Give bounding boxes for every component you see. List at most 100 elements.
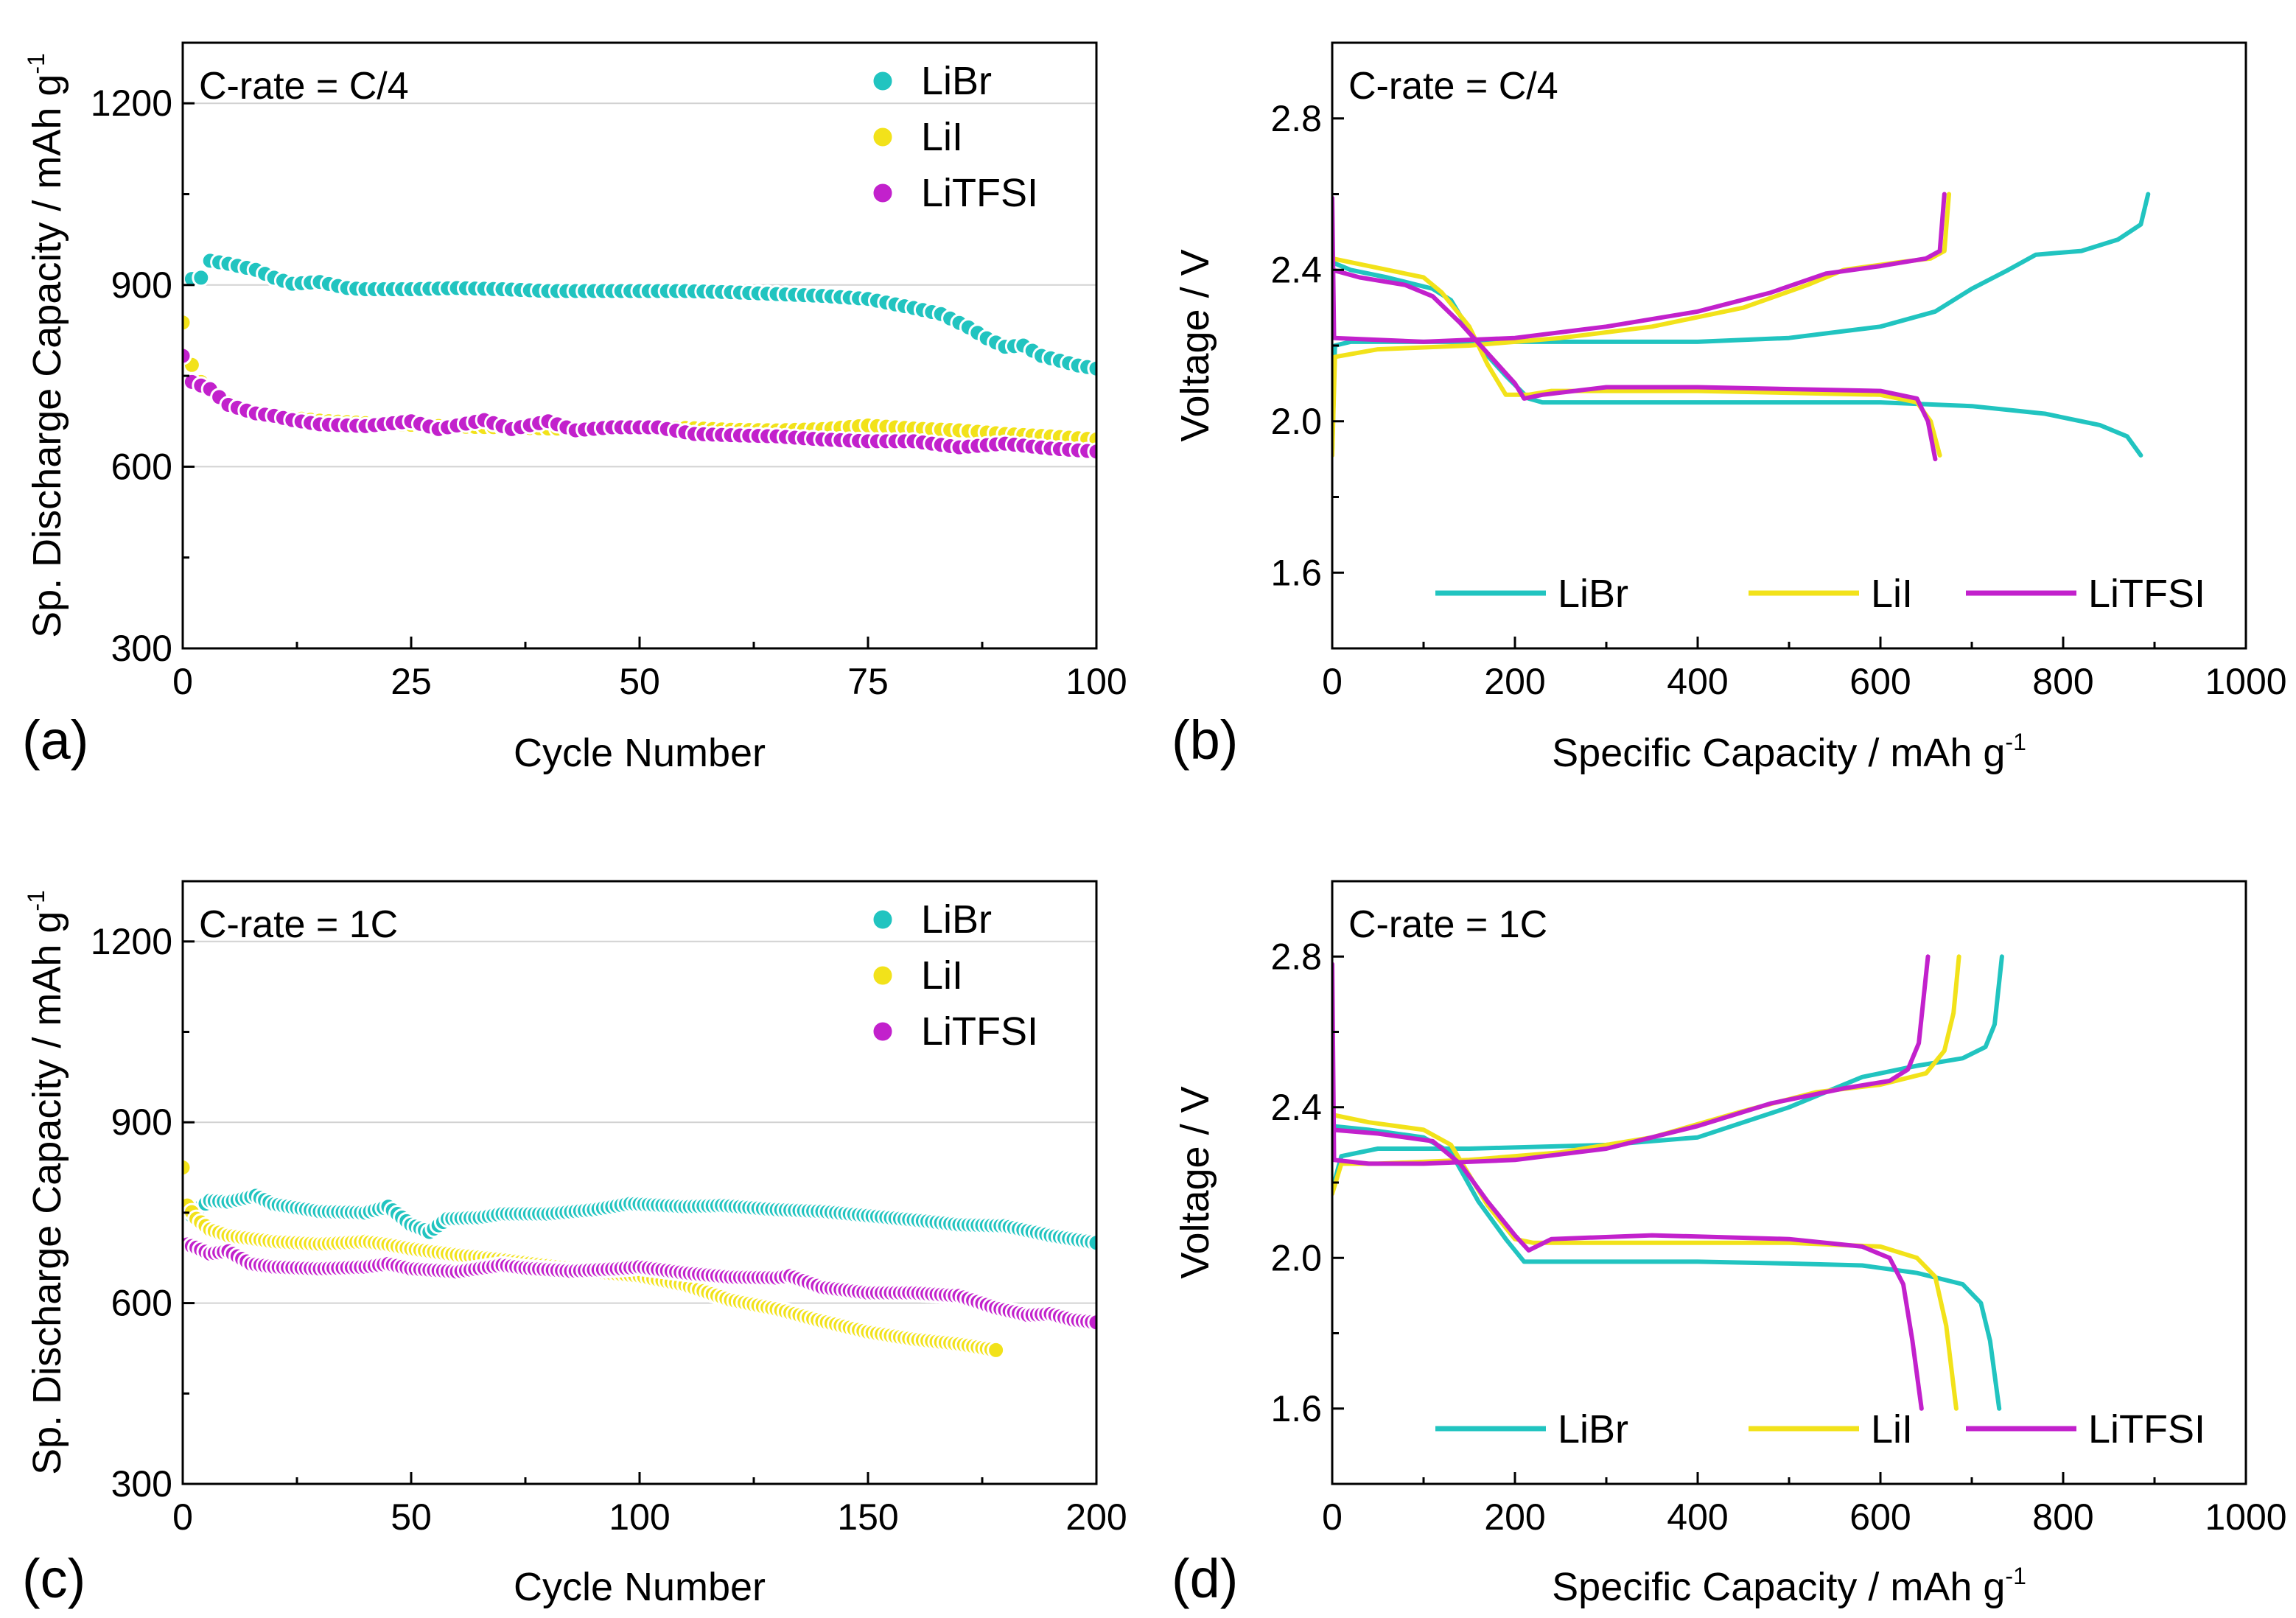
x-tick-label: 600	[1849, 661, 1911, 702]
y-tick-label: 900	[111, 265, 172, 306]
legend-label-libr: LiBr	[921, 897, 992, 942]
x-tick-label: 0	[172, 1496, 193, 1538]
y-axis-title: Voltage / V	[1173, 249, 1217, 441]
legend-marker-lii	[871, 125, 895, 149]
y-tick-label: 2.0	[1270, 401, 1322, 442]
data-point-litfsi-cycle-200	[1087, 1313, 1096, 1332]
c-rate-label: C-rate = 1C	[1348, 903, 1547, 946]
x-axis-title-text: Specific Capacity / mAh g	[1552, 731, 2005, 775]
x-tick-label: 50	[391, 1496, 432, 1538]
y-tick-label: 1.6	[1270, 552, 1322, 593]
y-tick-label: 600	[111, 446, 172, 487]
legend-label-libr: LiBr	[1558, 572, 1628, 616]
x-axis-title-superscript: -1	[2005, 729, 2026, 755]
y-tick-label: 900	[111, 1102, 172, 1143]
x-tick-label: 200	[1484, 1496, 1545, 1538]
series-line-libr-discharge	[1332, 1124, 2002, 1411]
data-point-libr-cycle-2	[192, 268, 211, 287]
series-line-litfsi-discharge	[1332, 267, 1938, 462]
y-tick-label: 300	[111, 628, 172, 669]
legend-marker-lii	[871, 964, 895, 987]
x-tick-label: 100	[1065, 661, 1127, 702]
y-axis-title: Sp. Discharge Capacity / mAh g-1	[23, 53, 69, 638]
data-point-lii-cycle-0	[183, 313, 192, 332]
panel-letter: (c)	[22, 1548, 85, 1609]
x-tick-label: 0	[1322, 661, 1343, 702]
x-axis-title-text: Cycle Number	[514, 731, 766, 775]
x-tick-label: 1000	[2205, 661, 2286, 702]
x-axis-title: Specific Capacity / mAh g-1	[1552, 1563, 2026, 1609]
data-point-lii-cycle-0	[183, 1158, 192, 1177]
x-tick-label: 1000	[2205, 1496, 2286, 1538]
legend-label-lii: LiI	[921, 115, 963, 159]
x-tick-label: 200	[1065, 1496, 1127, 1538]
panel-letter: (a)	[22, 710, 88, 771]
series-line-libr-discharge	[1332, 260, 2143, 458]
data-point-libr-cycle-100	[1087, 359, 1096, 378]
data-point-lii-cycle-178	[987, 1340, 1006, 1359]
plot-area-d	[1332, 954, 2004, 1411]
legend-label-libr: LiBr	[921, 59, 992, 103]
data-point-libr-cycle-200	[1087, 1233, 1096, 1253]
y-tick-label: 2.8	[1270, 936, 1322, 977]
legend-label-libr: LiBr	[1558, 1407, 1628, 1451]
y-tick-label: 300	[111, 1463, 172, 1505]
legend-marker-libr	[871, 69, 895, 93]
x-tick-label: 400	[1667, 1496, 1728, 1538]
x-tick-label: 25	[391, 661, 432, 702]
series-line-lii-discharge	[1332, 1113, 1959, 1411]
series-line-lii-discharge	[1332, 256, 1942, 458]
series-line-lii-charge	[1332, 192, 1951, 458]
legend-marker-litfsi	[871, 181, 895, 205]
y-tick-label: 2.0	[1270, 1237, 1322, 1278]
x-tick-label: 0	[172, 661, 193, 702]
plot-area-c	[183, 1158, 1096, 1359]
x-tick-label: 800	[2032, 1496, 2093, 1538]
y-tick-label: 600	[111, 1283, 172, 1324]
data-point-litfsi-cycle-0	[183, 346, 192, 365]
y-axis-title-superscript: -1	[23, 890, 49, 911]
x-tick-label: 600	[1849, 1496, 1911, 1538]
y-axis-title: Sp. Discharge Capacity / mAh g-1	[23, 890, 69, 1475]
legend-marker-litfsi	[871, 1020, 895, 1043]
y-axis-title: Voltage / V	[1173, 1086, 1217, 1278]
plot-area-a	[183, 251, 1096, 461]
x-axis-title: Cycle Number	[514, 731, 766, 775]
c-rate-label: C-rate = C/4	[199, 65, 409, 108]
x-tick-label: 75	[847, 661, 889, 702]
legend-label-litfsi: LiTFSI	[2088, 572, 2205, 616]
legend-label-lii: LiI	[1871, 1407, 1913, 1451]
x-tick-label: 50	[619, 661, 660, 702]
panel-c: 0 50 100 150 200 300 600 900 1200 Cycle Number Sp.…	[22, 880, 1127, 1609]
legend-label-lii: LiI	[1871, 572, 1913, 616]
x-tick-label: 800	[2032, 661, 2093, 702]
y-axis-title-text: Voltage / V	[1173, 249, 1217, 441]
y-tick-label: 2.4	[1270, 249, 1322, 290]
series-line-libr-charge	[1332, 954, 2004, 1193]
x-axis-title-text: Cycle Number	[514, 1565, 766, 1609]
y-tick-label: 1.6	[1270, 1388, 1322, 1429]
y-tick-label: 2.8	[1270, 98, 1322, 139]
y-axis-title-text: Sp. Discharge Capacity / mAh g	[25, 911, 69, 1475]
panel-b: 0 200 400 600 800 1000 1.6 2.0 2.4 2.8 Specific Ca…	[1172, 41, 2287, 775]
panel-a: 0 25 50 75 100 300 600 900 1200 Cycle Number Sp. D…	[22, 41, 1127, 775]
series-line-litfsi-charge	[1332, 192, 1947, 344]
c-rate-label: C-rate = C/4	[1348, 65, 1558, 108]
x-axis-title: Specific Capacity / mAh g-1	[1552, 729, 2026, 775]
panel-d: 0 200 400 600 800 1000 1.6 2.0 2.4 2.8 Specific Ca…	[1172, 880, 2287, 1609]
panel-letter: (b)	[1172, 710, 1238, 771]
x-tick-label: 200	[1484, 661, 1545, 702]
panel-letter: (d)	[1172, 1548, 1238, 1609]
c-rate-label: C-rate = 1C	[199, 903, 398, 946]
legend-label-litfsi: LiTFSI	[921, 171, 1038, 215]
y-tick-label: 2.4	[1270, 1087, 1322, 1128]
x-axis-title-text: Specific Capacity / mAh g	[1552, 1565, 2005, 1609]
legend-marker-libr	[871, 908, 895, 931]
legend-label-litfsi: LiTFSI	[2088, 1407, 2205, 1451]
series-line-litfsi-charge	[1332, 954, 1931, 1166]
x-tick-label: 150	[837, 1496, 898, 1538]
legend-label-lii: LiI	[921, 953, 963, 998]
y-axis-title-text: Voltage / V	[1173, 1086, 1217, 1278]
x-axis-title: Cycle Number	[514, 1565, 766, 1609]
